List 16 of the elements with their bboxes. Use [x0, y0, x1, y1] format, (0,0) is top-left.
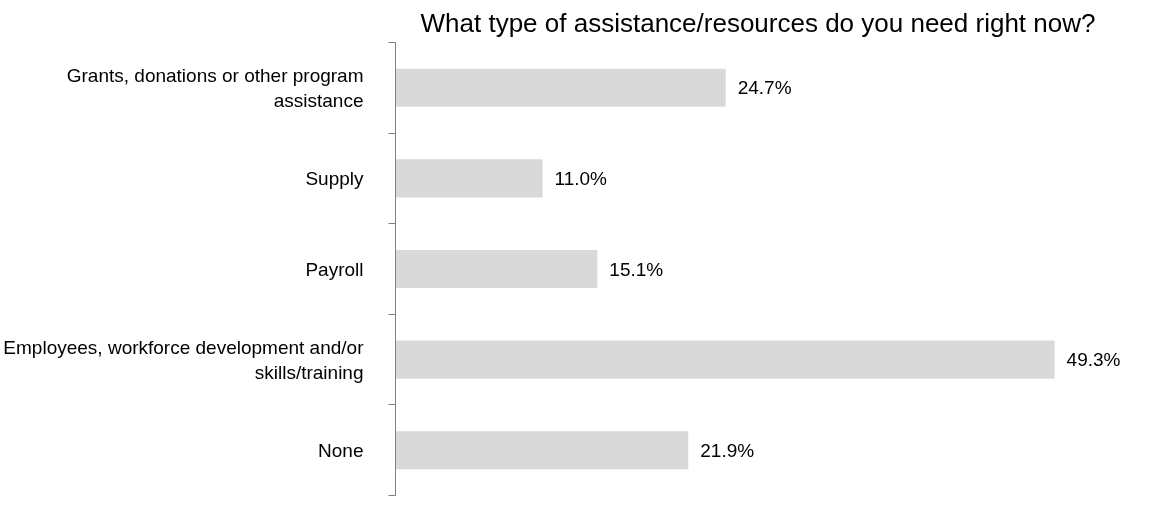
- bar: [395, 68, 726, 107]
- bar: [395, 159, 543, 198]
- chart-title: What type of assistance/resources do you need right now?: [420, 7, 1096, 38]
- bar: [395, 340, 1055, 379]
- y-tick-label: None: [318, 439, 364, 461]
- data-label: 49.3%: [1066, 349, 1121, 371]
- bar: [395, 249, 598, 289]
- data-label: 15.1%: [609, 258, 664, 280]
- y-tick-label: Employees, workforce development and/or skills/training: [3, 336, 365, 383]
- y-tick-label: Payroll: [305, 258, 364, 280]
- y-tick-label: Grants, donations or other program assistance: [66, 64, 364, 111]
- y-tick-label: Supply: [305, 167, 364, 189]
- data-label: 24.7%: [737, 77, 792, 99]
- data-label: 21.9%: [700, 439, 755, 461]
- data-label: 11.0%: [554, 167, 608, 189]
- bar: [395, 431, 689, 470]
